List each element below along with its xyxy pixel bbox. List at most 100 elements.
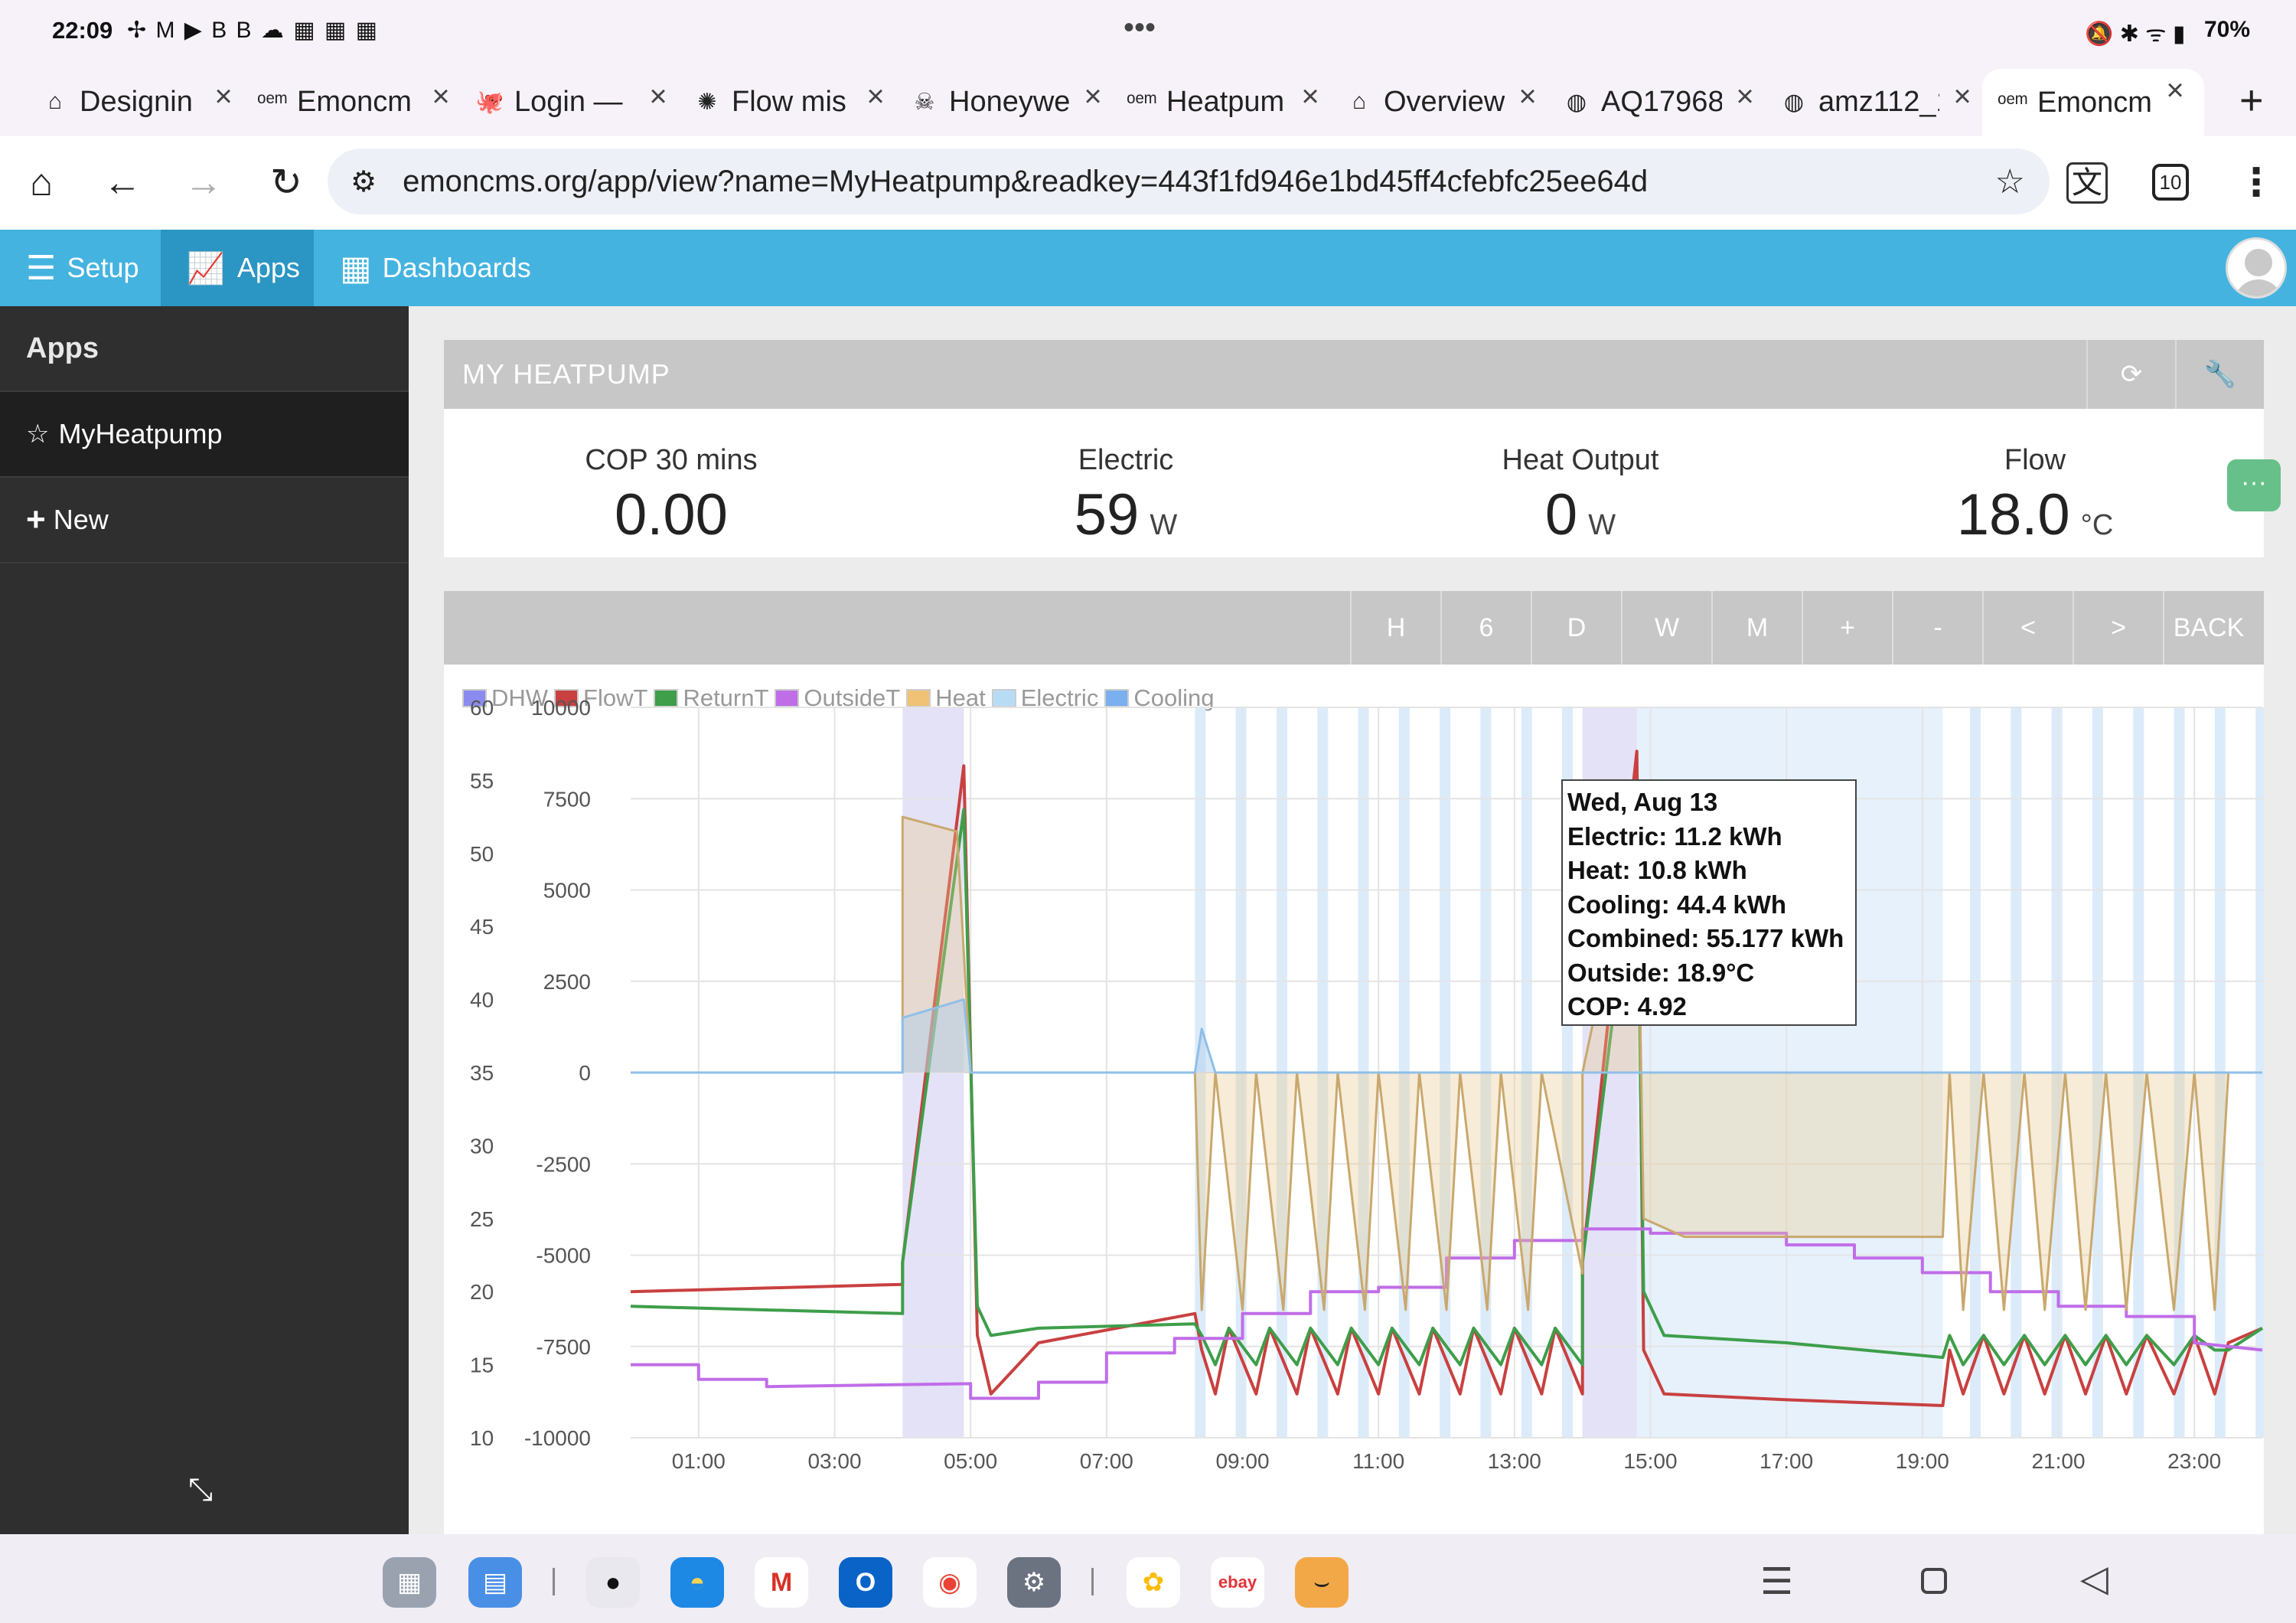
menu-apps-label: Apps — [236, 252, 300, 283]
range-button[interactable]: - — [1892, 591, 1982, 665]
wrench-icon[interactable]: 🔧 — [2175, 340, 2264, 409]
range-button[interactable]: H — [1350, 591, 1440, 665]
browser-tab[interactable]: ◍ amz112_1 × — [1779, 75, 1978, 129]
menu-setup[interactable]: ☰ Setup — [0, 230, 165, 306]
camera-app-icon[interactable]: ● — [586, 1557, 640, 1608]
browser-tab[interactable]: ◍ AQ17968 × — [1561, 75, 1760, 129]
range-button[interactable]: + — [1802, 591, 1892, 665]
forward-icon[interactable]: → — [184, 161, 223, 204]
tab-title: Overview — [1384, 85, 1505, 118]
y-left-tick-label: 30 — [470, 1134, 494, 1158]
app-drawer-icon[interactable]: ▦ — [383, 1557, 436, 1608]
tooltip-date: Wed, Aug 13 — [1567, 788, 1718, 816]
x-tick-label: 07:00 — [1080, 1449, 1133, 1473]
new-tab-icon[interactable]: + — [2239, 77, 2264, 123]
tab-title: Login — — [514, 85, 623, 118]
browser-tab[interactable]: ᵒᵉᵐ Heatpum × — [1127, 75, 1326, 129]
stat-flow: Flow 18.0 °C — [1808, 444, 2262, 548]
back-icon[interactable]: ← — [103, 161, 142, 204]
series-area-heat — [631, 817, 2262, 1310]
legend-swatch — [775, 689, 800, 707]
sidebar-item-myheatpump[interactable]: ☆ MyHeatpump — [0, 392, 409, 478]
settings-app-icon[interactable]: ⚙ — [1007, 1557, 1061, 1608]
recents-nav-icon[interactable]: ☰ — [1760, 1562, 1794, 1602]
browser-tab[interactable]: ⌂ Overview × — [1344, 75, 1543, 129]
android-dock: ▦ ▤ ● ◓ M O ◉ ⚙ ✿ ebay ⌣ ☰ ◁ — [0, 1534, 2296, 1623]
collapse-sidebar-icon[interactable]: ⤡ — [188, 1473, 213, 1507]
address-bar-row: ⌂ ← → ↻ ⚙ emoncms.org/app/view?name=MyHe… — [0, 136, 2296, 228]
legend-item[interactable]: FlowT — [554, 684, 647, 712]
browser-menu-icon[interactable]: ⋮ — [2237, 161, 2275, 204]
stat-value: 0.00 — [615, 482, 728, 547]
close-tab-icon[interactable]: × — [649, 80, 667, 113]
ebay-app-icon[interactable]: ebay — [1211, 1557, 1264, 1608]
range-button[interactable]: D — [1531, 591, 1621, 665]
x-tick-label: 23:00 — [2167, 1449, 2221, 1473]
y-left-tick-label: 10 — [470, 1426, 494, 1450]
bookmark-star-icon[interactable]: ☆ — [1994, 162, 2025, 201]
stat-value: 18.0 — [1956, 482, 2070, 547]
range-button[interactable]: < — [1982, 591, 2073, 665]
refresh-icon[interactable]: ⟳ — [2086, 340, 2175, 409]
close-tab-icon[interactable]: × — [1301, 80, 1319, 113]
close-tab-icon[interactable]: × — [1953, 80, 1971, 113]
home-nav-icon[interactable] — [1921, 1568, 1947, 1594]
user-avatar[interactable] — [2226, 237, 2287, 299]
weather-app-icon[interactable]: ◓ — [670, 1557, 724, 1608]
close-tab-icon[interactable]: × — [1736, 80, 1754, 113]
photos-app-icon[interactable]: ✿ — [1127, 1557, 1180, 1608]
openai-icon: ✺ — [697, 89, 717, 115]
close-tab-icon[interactable]: × — [1518, 80, 1537, 113]
chart-panel: H 6 D W M + - < > BACK DHW FlowT ReturnT OutsideT Hea… — [444, 591, 2264, 1534]
stat-cop: COP 30 mins 0.00 — [444, 444, 899, 548]
sidebar-item-label: MyHeatpump — [58, 418, 223, 449]
range-button[interactable]: 6 — [1440, 591, 1531, 665]
omnibox[interactable]: ⚙ emoncms.org/app/view?name=MyHeatpump&r… — [328, 149, 2050, 214]
menu-apps[interactable]: 📈 Apps — [161, 230, 314, 306]
url-text[interactable]: emoncms.org/app/view?name=MyHeatpump&rea… — [403, 164, 1649, 198]
tab-title: AQ17968 — [1601, 85, 1722, 118]
browser-tab[interactable]: ᵒᵉᵐ Emoncm × — [257, 75, 456, 129]
sidebar-item-new[interactable]: + New — [0, 478, 409, 563]
browser-tab[interactable]: ⌂ Designin × — [40, 75, 239, 129]
home-icon[interactable]: ⌂ — [29, 161, 54, 204]
translate-icon[interactable]: 文 — [2066, 162, 2108, 204]
window-handle[interactable]: ••• — [1124, 11, 1156, 44]
close-tab-icon[interactable]: × — [432, 80, 450, 113]
range-button[interactable]: BACK — [2163, 591, 2253, 665]
legend-item[interactable]: DHW — [462, 684, 548, 712]
gmail-app-icon[interactable]: M — [755, 1557, 808, 1608]
range-button[interactable]: M — [1711, 591, 1802, 665]
amazon-app-icon[interactable]: ⌣ — [1295, 1557, 1349, 1608]
browser-tab[interactable]: 🐙 Login — × — [475, 75, 673, 129]
tooltip-electric: Electric: 11.2 kWh — [1567, 821, 1782, 851]
reload-icon[interactable]: ↻ — [270, 161, 302, 204]
notification-icons: ✢ M ▶ B B ☁ ▦ ▦ ▦ — [127, 18, 379, 43]
back-nav-icon[interactable]: ◁ — [2080, 1559, 2108, 1599]
close-tab-icon[interactable]: × — [866, 80, 885, 113]
site-settings-icon[interactable]: ⚙ — [351, 165, 377, 198]
x-tick-label: 17:00 — [1760, 1449, 1813, 1473]
chart-canvas[interactable]: 60 55 50 45 40 35 30 25 20 15 10 10000 7500 5000 2500 0… — [444, 665, 2264, 1534]
chrome-app-icon[interactable]: ◉ — [923, 1557, 977, 1608]
close-tab-icon[interactable]: × — [1084, 80, 1102, 113]
range-button[interactable]: > — [2073, 591, 2163, 665]
files-app-icon[interactable]: ▤ — [468, 1557, 522, 1608]
tab-count-button[interactable]: 10 — [2152, 164, 2189, 201]
close-tab-icon[interactable]: × — [214, 80, 233, 113]
browser-tab[interactable]: ✺ Flow mis × — [692, 75, 891, 129]
floating-chat-button[interactable]: ··· — [2227, 459, 2281, 511]
browser-tab[interactable]: ☠ Honeywe × — [909, 75, 1108, 129]
range-button[interactable]: W — [1621, 591, 1711, 665]
x-tick-label: 11:00 — [1352, 1449, 1404, 1473]
oem-icon: ᵒᵉᵐ — [1998, 90, 2028, 115]
outlook-app-icon[interactable]: O — [839, 1557, 892, 1608]
app-menubar: ☰ Setup 📈 Apps ▦ Dashboards — [0, 230, 2296, 306]
stat-value: 59 — [1074, 482, 1140, 547]
browser-tab[interactable]: ᵒᵉᵐ Emoncm × — [1982, 69, 2204, 136]
tooltip-cop: COP: 4.92 — [1567, 992, 1687, 1020]
x-tick-label: 19:00 — [1896, 1449, 1949, 1473]
close-tab-icon[interactable]: × — [2166, 73, 2184, 107]
menu-dashboards[interactable]: ▦ Dashboards — [314, 230, 557, 306]
